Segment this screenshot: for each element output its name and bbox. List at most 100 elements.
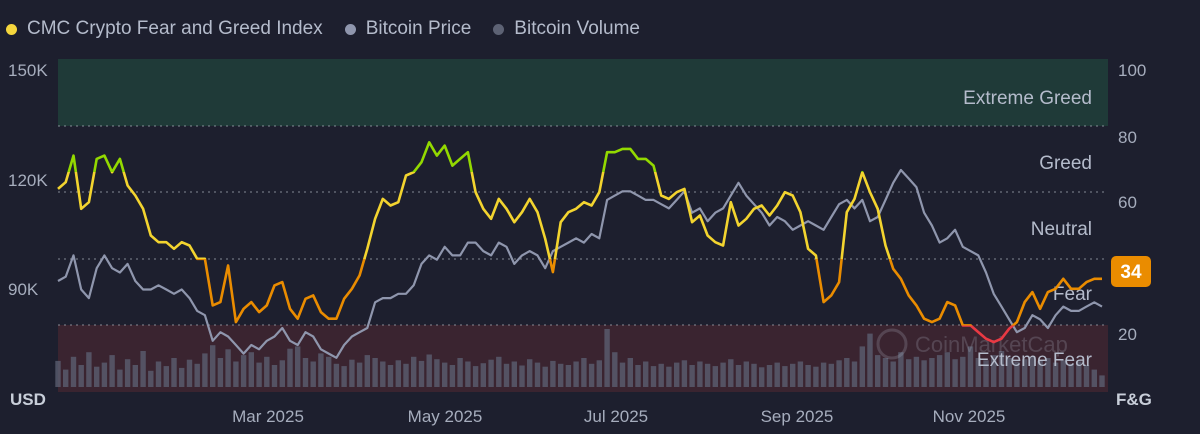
legend-dot-bitcoin-price	[344, 23, 356, 35]
legend-item-bitcoin-volume[interactable]: Bitcoin Volume	[493, 18, 640, 40]
volume-bar	[302, 358, 309, 387]
volume-bar	[936, 355, 943, 387]
volume-bar	[194, 363, 200, 387]
zone-label-fear: Fear	[1053, 284, 1093, 305]
volume-bar	[333, 363, 340, 387]
volume-bar	[225, 349, 231, 387]
volume-bar	[658, 363, 664, 387]
zone-label-neutral: Neutral	[1031, 219, 1092, 240]
volume-bar	[132, 365, 138, 387]
volume-bar	[635, 365, 641, 387]
watermark: CoinMarketCap	[876, 328, 1068, 360]
volume-bar	[55, 360, 61, 387]
zone-label-extreme-fear: Extreme Fear	[977, 350, 1093, 371]
legend-dot-fear-greed	[6, 23, 17, 35]
volume-bar	[906, 359, 912, 387]
volume-bar	[527, 359, 533, 387]
volume-bar	[364, 355, 370, 387]
volume-bar	[63, 369, 69, 387]
y-left-tick-90k: 90K	[8, 280, 39, 299]
volume-bar	[356, 362, 363, 387]
volume-bar	[650, 366, 657, 387]
chart-legend: CMC Crypto Fear and Greed Index Bitcoin …	[6, 14, 640, 44]
volume-bar	[341, 366, 347, 387]
volume-bar	[759, 367, 765, 387]
volume-bar	[256, 362, 262, 387]
zone-label-extreme-greed: Extreme Greed	[963, 88, 1092, 109]
volume-bar	[1076, 361, 1082, 387]
volume-bar	[148, 370, 154, 387]
legend-label-fear-greed: CMC Crypto Fear and Greed Index	[27, 18, 323, 39]
volume-bar	[1099, 375, 1105, 387]
volume-bar	[496, 356, 502, 387]
volume-bar	[774, 362, 780, 387]
current-value-badge: 34	[1111, 256, 1151, 287]
volume-bar	[372, 358, 378, 387]
volume-bar	[163, 366, 169, 387]
volume-bar	[805, 365, 811, 387]
volume-bar	[913, 356, 920, 387]
volume-bar	[101, 362, 108, 387]
volume-bar	[820, 362, 827, 387]
volume-bar	[109, 355, 115, 387]
volume-bar	[457, 358, 463, 387]
volume-bar	[287, 348, 293, 387]
y-right-tick-20: 20	[1118, 325, 1137, 344]
volume-bar	[472, 366, 479, 387]
volume-bar	[202, 353, 208, 387]
legend-item-fear-greed[interactable]: CMC Crypto Fear and Greed Index	[6, 18, 323, 40]
volume-bar	[929, 358, 935, 387]
volume-bar	[666, 366, 672, 387]
volume-bar	[681, 360, 688, 387]
volume-bars	[55, 329, 1105, 387]
volume-bar	[78, 365, 84, 387]
volume-bar	[171, 358, 177, 387]
volume-bar	[882, 358, 889, 387]
volume-bar	[279, 360, 285, 387]
volume-bar	[960, 356, 966, 387]
volume-bar	[998, 351, 1005, 387]
volume-bar	[326, 356, 332, 387]
bitcoin-price-line	[57, 168, 1103, 359]
legend-item-bitcoin-price[interactable]: Bitcoin Price	[344, 18, 472, 40]
volume-bar	[844, 358, 850, 387]
volume-bar	[248, 352, 254, 387]
volume-bar	[952, 359, 958, 387]
volume-bar	[859, 346, 865, 387]
x-tick-nov-2025: Nov 2025	[933, 407, 1006, 426]
volume-bar	[612, 352, 618, 387]
volume-bar	[1068, 363, 1074, 387]
volume-bar	[86, 352, 92, 387]
volume-bar	[210, 345, 216, 387]
volume-bar	[480, 363, 486, 387]
volume-bar	[728, 359, 734, 387]
volume-bar	[898, 352, 904, 387]
volume-bar	[875, 355, 881, 387]
volume-bar	[465, 361, 471, 387]
volume-bar	[318, 353, 324, 387]
volume-bar	[604, 329, 610, 387]
volume-bar	[380, 361, 386, 387]
volume-bar	[1006, 358, 1012, 387]
volume-bar	[434, 359, 440, 387]
volume-bar	[403, 363, 409, 387]
volume-bar	[743, 361, 749, 387]
y-left-tick-120k: 120K	[8, 171, 48, 190]
legend-label-bitcoin-price: Bitcoin Price	[365, 18, 472, 39]
x-tick-jul-2025: Jul 2025	[584, 407, 648, 426]
volume-bar	[264, 356, 270, 387]
current-value-badge-bg	[1111, 256, 1151, 287]
volume-bar	[720, 362, 726, 387]
volume-bar	[550, 360, 556, 387]
volume-bar	[449, 365, 456, 387]
volume-bar	[573, 361, 579, 387]
volume-bar	[836, 360, 842, 387]
current-value-text: 34	[1120, 262, 1142, 283]
volume-bar	[944, 352, 950, 387]
volume-bar	[643, 361, 649, 387]
volume-bar	[140, 351, 146, 387]
volume-bar	[751, 363, 757, 387]
zone-label-greed: Greed	[1039, 153, 1092, 174]
